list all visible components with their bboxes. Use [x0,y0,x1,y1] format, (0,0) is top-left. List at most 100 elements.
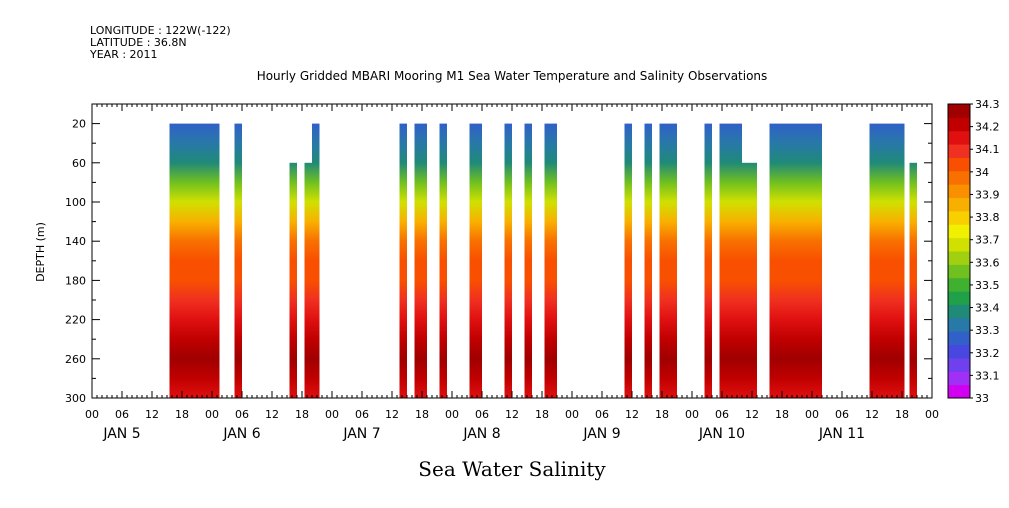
x-tick-label: 18 [535,408,549,421]
colorbar-segment [948,304,970,319]
data-block [544,123,557,398]
colorbar-segment [948,144,970,158]
day-label: JAN 5 [102,426,140,442]
x-tick-label: 06 [595,408,609,421]
year-text: YEAR : 2011 [89,48,158,61]
colorbar-segment [948,384,970,399]
day-label: JAN 9 [582,426,620,442]
y-tick-label: 220 [65,314,86,327]
data-block [414,123,427,398]
colorbar-segment [948,197,970,212]
data-block [869,123,905,398]
day-label: JAN 11 [818,426,865,442]
x-tick-label: 00 [805,408,819,421]
x-tick-label: 00 [325,408,339,421]
latitude-text: LATITUDE : 36.8N [90,36,187,49]
data-block [399,123,407,398]
colorbar-label: 33.6 [975,256,1000,269]
x-tick-label: 12 [745,408,759,421]
data-block [624,123,632,398]
x-tick-label: 18 [295,408,309,421]
data-block [469,123,482,398]
data-block [909,162,917,398]
x-tick-label: 12 [265,408,279,421]
labels-layer: 20 60 100 140 180 220 260 300 00 06 12 18 00 06 12 18 00… [65,118,939,442]
colorbar-label: 33.1 [975,369,1000,382]
day-label: JAN 6 [222,426,260,442]
y-axis-label: DEPTH (m) [34,222,47,282]
colorbar-label: 33.9 [975,188,1000,201]
y-tick-label: 60 [72,157,86,170]
x-tick-label: 06 [355,408,369,421]
data-block [769,123,822,398]
day-label: JAN 10 [698,426,745,442]
colorbar-label: 33 [975,392,989,405]
y-tick-label: 180 [65,274,86,287]
colorbar-segment [948,170,970,185]
x-tick-label: 00 [445,408,459,421]
data-block [312,123,320,398]
colorbar-segment [948,210,970,225]
colorbar: 33 33.1 33.2 33.3 33.4 33.5 33.6 33.7 33.8 33.9 34… [947,98,1000,405]
x-tick-label: 06 [835,408,849,421]
x-tick-label: 00 [685,408,699,421]
colorbar-segment [948,224,970,239]
colorbar-segment [948,104,970,118]
colorbar-segment [948,331,970,346]
colorbar-segment [948,157,970,172]
colorbar-frame [947,103,971,399]
x-tick-label: 12 [385,408,399,421]
data-block [304,162,312,398]
colorbar-label: 33.8 [975,211,1000,224]
longitude-text: LONGITUDE : 122W(-122) [90,24,231,37]
data-block [169,123,220,398]
day-label: JAN 8 [462,426,500,442]
colorbar-segment [948,317,970,332]
day-label: JAN 7 [342,426,380,442]
x-tick-label: 06 [715,408,729,421]
x-tick-label: 00 [85,408,99,421]
data-block [719,123,742,398]
colorbar-label: 33.7 [975,234,1000,247]
x-tick-label: 00 [925,408,939,421]
colorbar-segment [948,291,970,305]
x-tick-label: 18 [895,408,909,421]
x-tick-label: 18 [175,408,189,421]
x-tick-label: 06 [235,408,249,421]
x-tick-label: 12 [865,408,879,421]
x-tick-label: 18 [415,408,429,421]
data-block [234,123,242,398]
x-tick-label: 18 [775,408,789,421]
colorbar-segment [948,277,970,292]
y-tick-label: 260 [65,353,86,366]
x-tick-label: 06 [475,408,489,421]
data-block [504,123,512,398]
x-tick-label: 00 [565,408,579,421]
data-block [742,162,757,398]
ticks-layer [91,103,933,399]
y-tick-label: 20 [72,118,86,131]
colorbar-label: 33.3 [975,324,1000,337]
colorbar-segment [948,344,970,359]
data-block [659,123,677,398]
colorbar-segment [948,371,970,386]
y-tick-label: 140 [65,235,86,248]
colorbar-segment [948,264,970,279]
data-layer [169,123,917,398]
colorbar-label: 34.1 [975,143,1000,156]
colorbar-segment [948,251,970,265]
x-tick-label: 12 [625,408,639,421]
colorbar-segment [948,237,970,252]
colorbar-label: 33.2 [975,347,1000,360]
colorbar-segment [948,130,970,145]
x-tick-label: 06 [115,408,129,421]
colorbar-label: 33.4 [975,302,1000,315]
data-block [439,123,447,398]
data-block [524,123,532,398]
x-tick-label: 18 [655,408,669,421]
data-block [289,162,297,398]
colorbar-segment [948,184,970,199]
data-block [704,123,712,398]
